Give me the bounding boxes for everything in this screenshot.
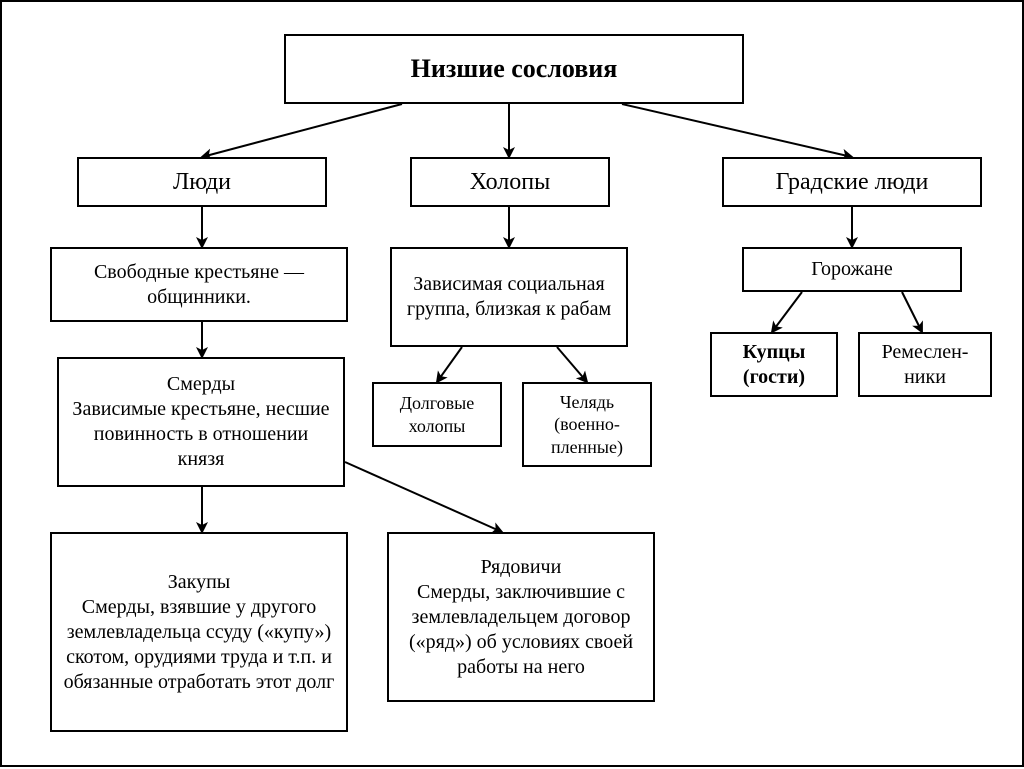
node-label: Холопы	[470, 167, 550, 197]
node-grad: Градские люди	[722, 157, 982, 207]
node-svob: Свободные крестьяне — общинники.	[50, 247, 348, 322]
node-gorod: Горожане	[742, 247, 962, 292]
node-chel: Челядь (военно- пленные)	[522, 382, 652, 467]
node-label: Горожане	[811, 257, 893, 282]
node-label: Градские люди	[776, 167, 929, 197]
node-smerdy: Смерды Зависимые крестьяне, несшие повин…	[57, 357, 345, 487]
node-root: Низшие сословия	[284, 34, 744, 104]
node-label: Свободные крестьяне — общинники.	[62, 260, 336, 310]
node-label: Челядь (военно- пленные)	[534, 391, 640, 459]
node-lyudi: Люди	[77, 157, 327, 207]
node-label: Рядовичи Смерды, заключившие с землевлад…	[399, 555, 643, 680]
node-label: Купцы (гости)	[722, 340, 826, 390]
node-ryad: Рядовичи Смерды, заключившие с землевлад…	[387, 532, 655, 702]
node-label: Смерды Зависимые крестьяне, несшие повин…	[69, 372, 333, 472]
node-label: Зависимая социальная группа, близкая к р…	[402, 272, 616, 322]
node-label: Закупы Смерды, взявшие у другого землевл…	[62, 570, 336, 695]
node-kholopy: Холопы	[410, 157, 610, 207]
node-zavis: Зависимая социальная группа, близкая к р…	[390, 247, 628, 347]
node-zakup: Закупы Смерды, взявшие у другого землевл…	[50, 532, 348, 732]
node-remes: Ремеслен- ники	[858, 332, 992, 397]
node-dolg: Долговые холопы	[372, 382, 502, 447]
node-label: Люди	[173, 167, 231, 197]
node-kupcy: Купцы (гости)	[710, 332, 838, 397]
diagram-canvas: Низшие сословия Люди Холопы Градские люд…	[0, 0, 1024, 767]
node-label: Ремеслен- ники	[882, 340, 969, 390]
node-label: Низшие сословия	[411, 53, 618, 86]
node-label: Долговые холопы	[384, 392, 490, 437]
